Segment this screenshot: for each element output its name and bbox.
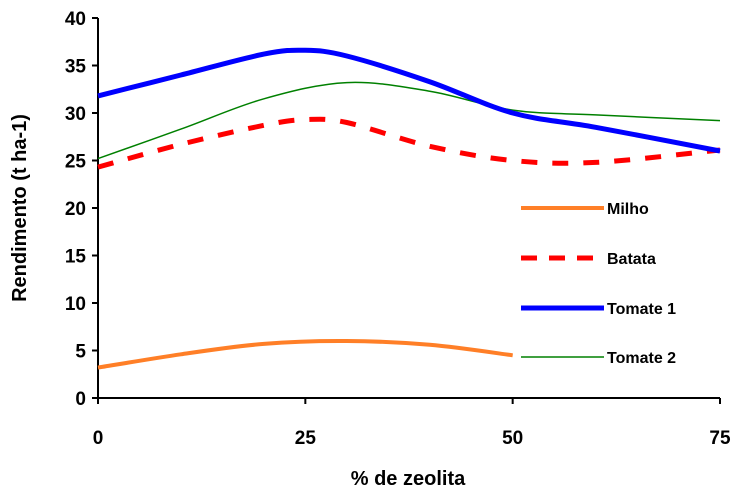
y-tick-label: 0: [75, 389, 86, 410]
y-tick-label: 5: [75, 342, 86, 363]
legend-label-batata: Batata: [607, 251, 656, 268]
y-axis-ticks: 0 5 10 15 20 25 30 35 40: [65, 9, 98, 410]
series-layer: [97, 47, 721, 370]
legend-label-tomate-2: Tomate 2: [607, 350, 676, 367]
y-tick-label: 10: [65, 294, 86, 315]
y-tick-label: 40: [65, 9, 86, 30]
x-tick-label: 50: [502, 428, 523, 449]
x-tick-label: 25: [295, 428, 317, 449]
legend-label-tomate-1: Tomate 1: [607, 301, 676, 318]
y-tick-label: 20: [65, 199, 86, 220]
y-tick-label: 25: [65, 152, 87, 173]
series-line-batata: [97, 116, 721, 170]
series-line-tomate-1: [97, 47, 721, 154]
x-axis-ticks: 0 25 50 75: [93, 398, 731, 449]
x-tick-label: 75: [709, 428, 731, 449]
y-tick-label: 35: [65, 57, 87, 78]
y-tick-label: 15: [65, 247, 87, 268]
y-axis-title: Rendimento (t ha-1): [9, 114, 31, 302]
series-line-tomate-2: [97, 81, 721, 160]
legend: Milho Batata Tomate 1 Tomate 2: [521, 201, 676, 367]
axes: [97, 18, 720, 399]
x-tick-label: 0: [93, 428, 104, 449]
series-line-milho: [97, 338, 513, 370]
y-tick-label: 30: [65, 104, 86, 125]
legend-label-milho: Milho: [607, 201, 649, 218]
x-axis-title: % de zeolita: [351, 468, 466, 490]
